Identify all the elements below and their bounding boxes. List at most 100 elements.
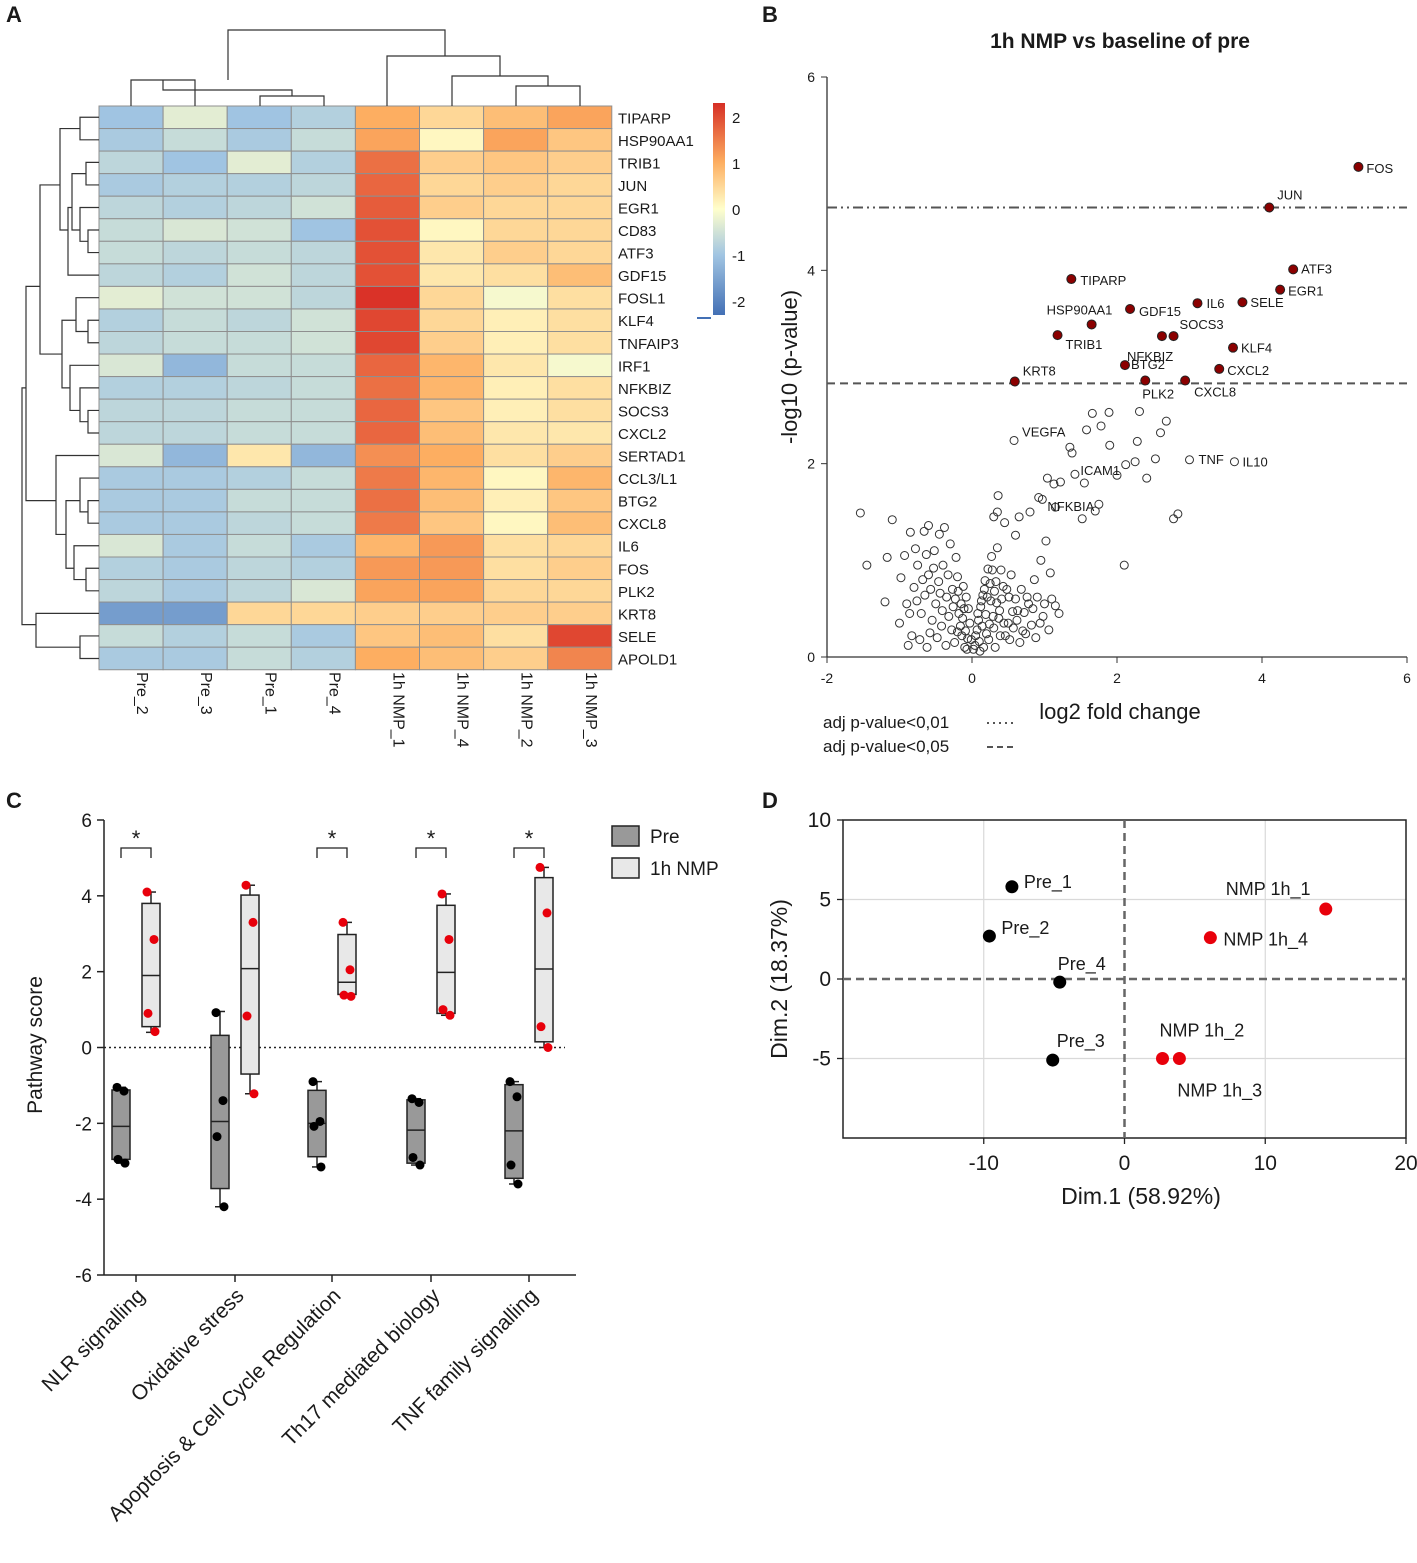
heatmap-cell <box>226 466 292 490</box>
heatmap-cell <box>547 263 613 287</box>
heatmap-cell <box>226 240 292 265</box>
background-point <box>944 611 954 621</box>
legend-swatch <box>611 857 640 879</box>
heatmap-cell <box>290 105 356 130</box>
heatmap-cell <box>226 488 292 513</box>
y-tick-label: 0 <box>81 1039 92 1060</box>
background-point <box>956 599 966 609</box>
background-point <box>968 644 978 654</box>
background-point <box>945 539 955 549</box>
heatmap-cell <box>226 263 292 287</box>
heatmap-cell <box>483 646 549 671</box>
row-label: SOCS3 <box>618 403 669 420</box>
y-tick-label: 6 <box>81 811 92 832</box>
heatmap-cell <box>290 421 356 445</box>
heatmap-cell <box>162 556 228 581</box>
background-point <box>1104 407 1114 417</box>
significant-point <box>1214 363 1225 374</box>
data-point <box>150 1027 160 1037</box>
heatmap-cell <box>226 308 292 333</box>
threshold-legend-label: adj p-value<0,05 <box>823 737 949 756</box>
background-point <box>941 640 951 650</box>
heatmap-cell <box>354 646 420 671</box>
y-axis-title: Pathway score <box>24 976 47 1114</box>
heatmap-cell <box>547 556 613 581</box>
background-point <box>1055 477 1065 487</box>
column-dendrogram <box>130 29 581 106</box>
background-point <box>950 594 960 604</box>
heatmap-cell <box>419 556 485 581</box>
heatmap-cell <box>98 511 164 535</box>
significance-star: * <box>328 826 337 851</box>
y-tick-label: 0 <box>807 649 815 665</box>
pca-point <box>1046 1053 1060 1067</box>
heatmap-cell <box>162 331 228 355</box>
heatmap-cell <box>162 443 228 468</box>
heatmap-cell <box>162 128 228 152</box>
data-point <box>309 1121 319 1131</box>
gene-label: TNF <box>1199 452 1224 467</box>
significant-point <box>1052 330 1063 341</box>
heatmap-cell <box>98 263 164 287</box>
heatmap-cell <box>483 195 549 220</box>
heatmap-cell <box>162 511 228 535</box>
row-label: CD83 <box>618 223 656 240</box>
pca-point-label: Pre_2 <box>1001 918 1049 939</box>
background-point <box>988 611 998 621</box>
y-tick-label: -6 <box>75 1266 92 1287</box>
background-point <box>1018 626 1028 636</box>
background-point <box>931 599 941 609</box>
background-point <box>979 584 989 594</box>
background-point <box>1016 584 1026 594</box>
heatmap-cell <box>290 398 356 423</box>
heatmap-cell <box>162 579 228 603</box>
heatmap-cell <box>162 195 228 220</box>
background-point <box>959 604 969 614</box>
pca-point <box>1053 975 1067 989</box>
heatmap-cell <box>162 353 228 378</box>
heatmap-cell <box>226 624 292 648</box>
column-label: 1h NMP_2 <box>518 672 535 748</box>
heatmap-cell <box>354 511 420 535</box>
background-point <box>963 634 973 644</box>
background-point <box>1036 555 1046 565</box>
significance-bracket <box>415 847 447 858</box>
heatmap-cell <box>290 646 356 671</box>
heatmap-cell <box>98 421 164 445</box>
heatmap-cell <box>162 376 228 400</box>
heatmap-cell <box>547 218 613 242</box>
significant-point <box>1180 375 1191 386</box>
y-tick-label: 4 <box>807 262 815 278</box>
heatmap-cell <box>547 488 613 513</box>
background-point <box>1008 607 1018 617</box>
heatmap-cell <box>354 240 420 265</box>
background-point <box>907 631 917 641</box>
background-point <box>963 604 973 614</box>
background-point <box>1150 454 1160 464</box>
row-label: SERTAD1 <box>618 449 686 466</box>
volcano-title: 1h NMP vs baseline of pre <box>990 30 1250 53</box>
data-point <box>408 1152 418 1162</box>
heatmap-cell <box>419 240 485 265</box>
gene-label: JUN <box>1277 188 1302 203</box>
threshold-legend-label: adj p-value<0,01 <box>823 713 949 732</box>
gene-label: BTG2 <box>1131 357 1165 372</box>
x-tick-label: -2 <box>821 670 834 686</box>
heatmap-cell <box>547 533 613 558</box>
heatmap-cell <box>226 173 292 197</box>
column-label: Pre_2 <box>133 672 150 715</box>
heatmap-cell <box>98 466 164 490</box>
background-point <box>895 618 904 628</box>
gene-label: PLK2 <box>1142 387 1174 402</box>
heatmap-cell <box>483 376 549 400</box>
heatmap-cell <box>226 218 292 242</box>
heatmap-cell <box>226 646 292 671</box>
data-point <box>218 1096 228 1106</box>
row-label: PLK2 <box>618 584 655 601</box>
data-point <box>512 1092 522 1102</box>
heatmap-cell <box>354 556 420 581</box>
heatmap-cell <box>547 421 613 445</box>
heatmap-cell <box>290 579 356 603</box>
